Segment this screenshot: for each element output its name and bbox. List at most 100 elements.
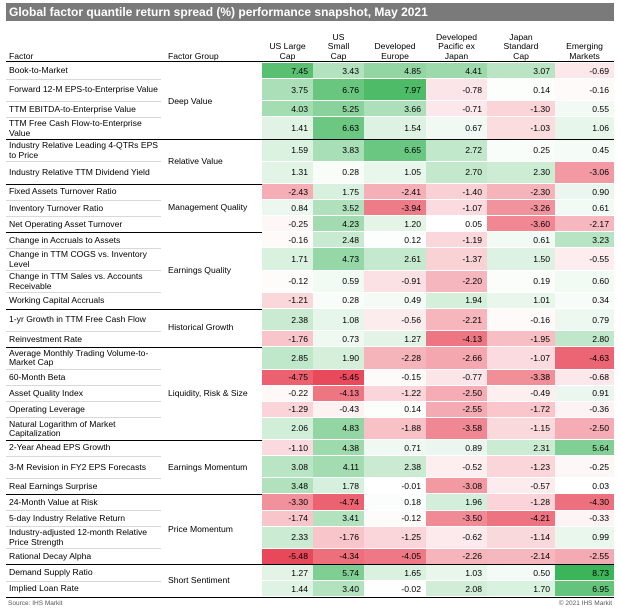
value-cell: 0.90: [555, 184, 614, 200]
factor-name: TTM EBITDA-to-Enterprise Value: [9, 103, 136, 114]
value-cell: 0.59: [313, 270, 364, 292]
factor-group-label: Short Sentiment: [168, 575, 230, 586]
factor-name: Net Operating Asset Turnover: [9, 218, 123, 229]
table-row: 5-day Industry Relative Return -1.74 3.41-…: [6, 510, 614, 527]
table-row: Book-to-Market 7.45 3.43 4.85 4.41 3.07 -0.69: [6, 63, 614, 79]
value-cell: 0.50: [487, 564, 555, 581]
value-cell: -1.15: [487, 417, 555, 440]
table-row: Fixed Assets Turnover Ratio -2.43 1.75 -2.4…: [6, 184, 614, 200]
value-cell: -1.29: [262, 401, 313, 417]
table-row: Demand Supply Ratio 1.27 5.74 1.65 1.03 0.50 8…: [6, 564, 614, 581]
factor-name: Inventory Turnover Ratio: [9, 202, 104, 213]
row-divider: [6, 526, 161, 528]
value-cell: 1.03: [426, 564, 487, 581]
value-cell: -1.19: [426, 232, 487, 248]
column-header: Emerging Markets: [566, 41, 603, 61]
factor-name: 3-M Revision in FY2 EPS Forecasts: [9, 461, 147, 472]
row-divider: [6, 270, 161, 272]
factor-group-label: Liquidity, Risk & Size: [168, 387, 248, 398]
value-cell: -4.34: [313, 548, 364, 564]
factor-name: 2-Year Ahead EPS Growth: [9, 442, 111, 453]
value-cell: 4.41: [426, 63, 487, 79]
value-cell: 8.73: [555, 564, 614, 581]
value-cell: 1.50: [487, 248, 555, 270]
value-cell: -1.07: [487, 347, 555, 369]
value-cell: -1.22: [364, 385, 426, 401]
row-divider: [6, 100, 161, 102]
value-cell: 0.28: [313, 292, 364, 308]
value-cell: -2.20: [426, 270, 487, 292]
value-cell: -1.10: [262, 440, 313, 456]
value-cell: 5.64: [555, 440, 614, 456]
value-cell: 2.70: [426, 161, 487, 184]
factor-name: Industry Relative Leading 4-QTRs EPS to …: [9, 140, 159, 160]
value-cell: -2.21: [426, 309, 487, 331]
table-row: 3-M Revision in FY2 EPS Forecasts 3.08 4.1…: [6, 456, 614, 478]
value-cell: -0.16: [262, 232, 313, 248]
value-cell: -2.43: [262, 184, 313, 200]
value-cell: 0.60: [555, 270, 614, 292]
factor-group-label: Deep Value: [168, 95, 213, 106]
factor-name: 1-yr Growth in TTM Free Cash Flow: [9, 314, 146, 325]
value-cell: -1.74: [262, 510, 313, 526]
value-cell: 1.90: [313, 347, 364, 369]
value-cell: -1.37: [426, 248, 487, 270]
value-cell: 0.61: [555, 200, 614, 216]
value-cell: 4.73: [313, 248, 364, 270]
value-cell: -2.17: [555, 216, 614, 232]
value-cell: 0.55: [555, 101, 614, 117]
value-cell: -3.38: [487, 369, 555, 385]
value-cell: -4.13: [313, 385, 364, 401]
row-divider: [6, 199, 161, 201]
value-cell: 0.28: [313, 161, 364, 184]
table-row: Industry-adjusted 12-month Relative Pric…: [6, 526, 614, 549]
row-divider: [6, 510, 161, 512]
source-note: Source: IHS Markit: [8, 600, 63, 607]
value-cell: 1.75: [313, 184, 364, 200]
value-cell: 0.79: [555, 309, 614, 331]
table-row: Implied Loan Rate 1.44 3.40 -0.02 2.08 1.70 6.…: [6, 581, 614, 597]
value-cell: -0.02: [364, 581, 426, 597]
value-cell: 3.75: [262, 79, 313, 101]
value-cell: -2.55: [426, 401, 487, 417]
value-cell: -0.91: [364, 270, 426, 292]
value-cell: -0.15: [364, 369, 426, 385]
row-divider: [6, 417, 161, 419]
value-cell: -2.66: [426, 347, 487, 369]
value-cell: -2.50: [555, 417, 614, 440]
value-cell: 4.83: [313, 417, 364, 440]
value-cell: 2.38: [262, 309, 313, 331]
value-cell: -2.30: [487, 184, 555, 200]
value-cell: -1.21: [262, 292, 313, 308]
row-divider: [6, 330, 161, 332]
column-header: US Large Cap: [269, 41, 306, 61]
header-factor-group: Factor Group: [168, 51, 219, 61]
value-cell: 3.48: [262, 478, 313, 494]
factor-name: Operating Leverage: [9, 404, 85, 415]
table-row: 2-Year Ahead EPS Growth -1.10 4.38 0.71 0.89…: [6, 440, 614, 456]
value-cell: -0.16: [487, 309, 555, 331]
value-cell: 1.05: [364, 161, 426, 184]
value-cell: 4.85: [364, 63, 426, 79]
value-cell: 1.44: [262, 581, 313, 597]
table-row: 60-Month Beta -4.75 -5.45 -0.15 -0.77 -3.38 -0…: [6, 369, 614, 386]
value-cell: 1.71: [262, 248, 313, 270]
header-divider: [6, 61, 614, 62]
value-cell: 1.70: [487, 581, 555, 597]
factor-name: Forward 12-M EPS-to-Enterprise Value: [9, 84, 158, 95]
table-title: Global factor quantile return spread (%)…: [6, 3, 614, 21]
value-cell: -0.57: [487, 478, 555, 494]
value-cell: 1.94: [426, 292, 487, 308]
value-cell: 2.72: [426, 139, 487, 161]
value-cell: -2.26: [426, 548, 487, 564]
factor-name: TTM Free Cash Flow-to-Enterprise Value: [9, 118, 142, 138]
value-cell: -0.69: [555, 63, 614, 79]
value-cell: -1.07: [426, 200, 487, 216]
value-cell: -3.08: [426, 478, 487, 494]
table-row: Average Monthly Trading Volume-to-Market…: [6, 347, 614, 369]
value-cell: 1.41: [262, 117, 313, 139]
value-cell: -2.55: [555, 548, 614, 564]
value-cell: 4.38: [313, 440, 364, 456]
value-cell: 1.20: [364, 216, 426, 232]
table-row: Reinvestment Rate -1.76 0.73 1.27 -4.13 -1.95…: [6, 331, 614, 347]
